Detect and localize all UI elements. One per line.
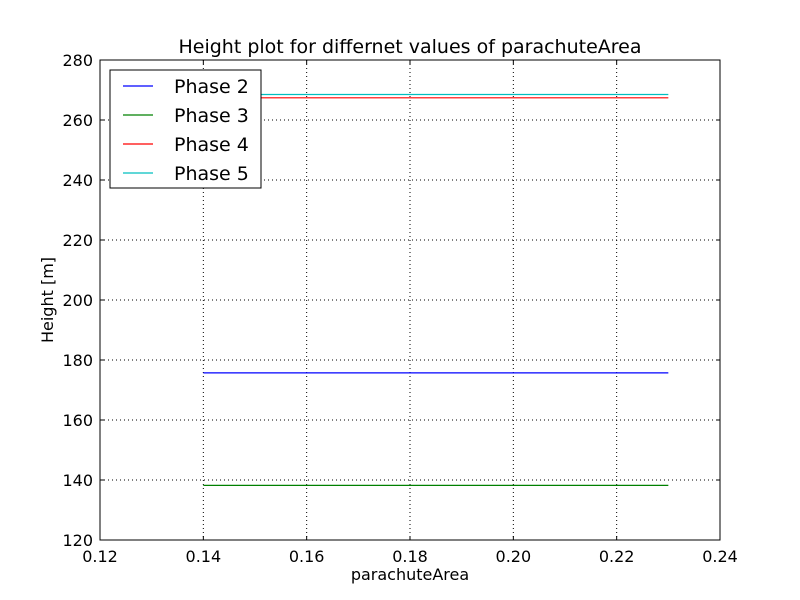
y-tick-label: 220 [62,231,93,250]
x-tick-label: 0.12 [82,547,118,566]
legend-label: Phase 2 [174,76,249,98]
chart-title: Height plot for differnet values of para… [178,36,641,58]
y-tick-label: 140 [62,471,93,490]
legend: Phase 2 Phase 3 Phase 4 Phase 5 [109,69,262,189]
y-tick-label: 160 [62,411,93,430]
legend-label: Phase 5 [174,163,249,185]
x-tick-label: 0.20 [496,547,532,566]
legend-label: Phase 4 [174,134,249,156]
x-tick-label: 0.22 [599,547,635,566]
x-tick-label: 0.14 [186,547,222,566]
x-tick-label: 0.24 [702,547,738,566]
y-tick-label: 120 [62,531,93,550]
y-axis-label: Height [m] [38,257,57,343]
y-tick-label: 260 [62,111,93,130]
tick-labels: 0.12 0.14 0.16 0.18 0.20 0.22 0.24 120 140 160 180… [62,51,737,566]
x-tick-label: 0.16 [289,547,325,566]
y-tick-label: 280 [62,51,93,70]
y-tick-label: 200 [62,291,93,310]
legend-label: Phase 3 [174,105,249,127]
legend-frame [109,69,262,189]
y-tick-label: 240 [62,171,93,190]
x-tick-label: 0.18 [392,547,428,566]
grid [100,60,720,540]
y-tick-label: 180 [62,351,93,370]
x-axis-label: parachuteArea [351,565,469,584]
series-lines [203,93,669,486]
ticks [99,59,721,541]
